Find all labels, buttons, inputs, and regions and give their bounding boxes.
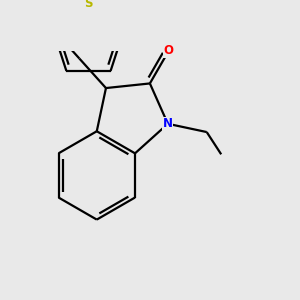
Text: O: O (164, 44, 174, 57)
Text: S: S (84, 0, 93, 10)
Text: N: N (163, 117, 173, 130)
